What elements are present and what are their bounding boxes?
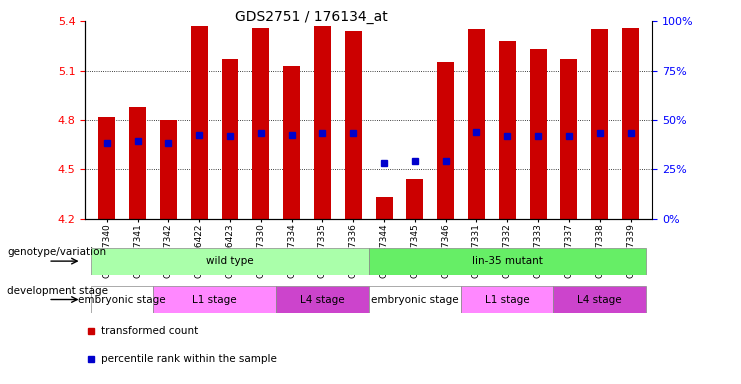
Bar	[406, 179, 423, 219]
Bar	[591, 29, 608, 219]
Bar	[276, 286, 369, 313]
Bar	[369, 286, 461, 313]
Bar	[190, 26, 207, 219]
Text: L4 stage: L4 stage	[577, 295, 622, 305]
Text: development stage: development stage	[7, 286, 108, 296]
Bar	[468, 29, 485, 219]
Text: L1 stage: L1 stage	[193, 295, 237, 305]
Bar	[345, 31, 362, 219]
Text: L1 stage: L1 stage	[485, 295, 530, 305]
Text: percentile rank within the sample: percentile rank within the sample	[101, 354, 276, 364]
Bar	[283, 66, 300, 219]
Text: wild type: wild type	[206, 256, 254, 266]
Text: L4 stage: L4 stage	[300, 295, 345, 305]
Bar	[153, 286, 276, 313]
Bar	[376, 197, 393, 219]
Bar	[499, 41, 516, 219]
Text: embryonic stage: embryonic stage	[79, 295, 166, 305]
Bar	[160, 120, 177, 219]
Bar	[129, 107, 146, 219]
Bar	[253, 28, 269, 219]
Bar	[369, 248, 646, 275]
Text: GDS2751 / 176134_at: GDS2751 / 176134_at	[235, 10, 388, 23]
Bar	[554, 286, 646, 313]
Bar	[99, 117, 116, 219]
Bar	[530, 49, 547, 219]
Text: transformed count: transformed count	[101, 326, 198, 336]
Bar	[222, 59, 239, 219]
Bar	[314, 26, 331, 219]
Text: genotype/variation: genotype/variation	[7, 247, 107, 257]
Bar	[437, 62, 454, 219]
Bar	[91, 286, 153, 313]
Bar	[560, 59, 577, 219]
Bar	[461, 286, 554, 313]
Text: lin-35 mutant: lin-35 mutant	[472, 256, 542, 266]
Bar	[91, 248, 368, 275]
Text: embryonic stage: embryonic stage	[371, 295, 459, 305]
Bar	[622, 28, 639, 219]
